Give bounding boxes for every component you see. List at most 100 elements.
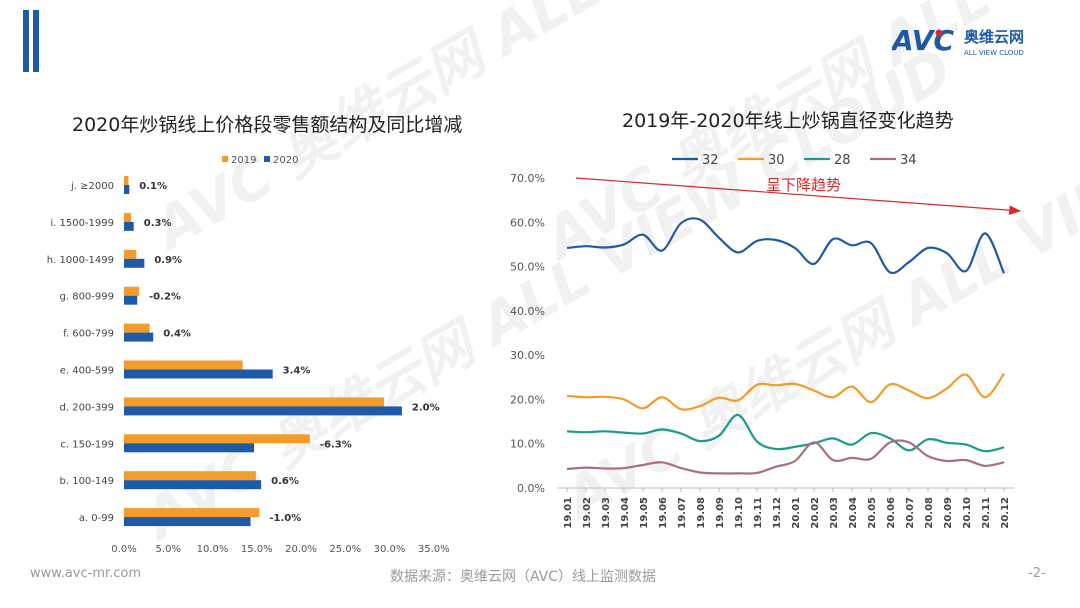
footer-website[interactable]: www.avc-mr.com (30, 566, 142, 581)
bar-category-label: d. 200-399 (60, 402, 115, 413)
line-x-tick: 20.03 (829, 497, 840, 529)
line-x-tick: 19.10 (734, 497, 745, 529)
line-x-tick: 20.10 (962, 497, 973, 529)
bar-2019-6 (124, 397, 385, 407)
line-x-tick: 19.05 (639, 497, 650, 529)
line-x-tick: 20.12 (1000, 497, 1011, 529)
bar-2019-7 (124, 434, 310, 444)
logo-en: ALL VIEW CLOUD (964, 49, 1024, 57)
line-chart: 32 30 28 34 0.0% 10.0% 20.0% 30.0% 40.0% 50.0% 60… (510, 153, 1022, 529)
bar-data-label: 0.4% (163, 329, 191, 340)
line-x-tick: 19.02 (582, 497, 593, 529)
line-x-tick: 20.08 (924, 497, 935, 529)
line-x-tick: 19.04 (620, 497, 631, 529)
bar-category-label: g. 800-999 (60, 292, 115, 303)
bar-2019-4 (124, 323, 150, 333)
line-x-tick: 19.12 (772, 497, 783, 529)
line-x-tick: 20.06 (886, 497, 897, 529)
line-x-tick: 19.03 (601, 497, 612, 529)
line-legend-label-34: 34 (900, 153, 917, 168)
line-series-34 (566, 439, 1005, 475)
bar-2020-0 (124, 185, 130, 194)
bar-2020-9 (124, 517, 251, 527)
bar-x-tick: 20.0% (285, 544, 317, 555)
bar-data-label: -0.2% (149, 292, 181, 303)
left-chart-title: 2020年炒锅线上价格段零售额结构及同比增减 (72, 114, 463, 136)
page-number: -2- (1028, 566, 1046, 581)
bar-2020-8 (124, 480, 262, 490)
line-y-tick: 20.0% (510, 393, 545, 406)
bar-x-tick: 35.0% (418, 544, 450, 555)
logo-text: AVC (892, 24, 954, 57)
line-y-tick: 10.0% (510, 438, 545, 451)
bar-category-label: h. 1000-1499 (47, 255, 114, 266)
bar-category-label: b. 100-149 (60, 476, 115, 487)
logo-dot (935, 29, 943, 37)
bar-2020-2 (124, 258, 145, 268)
line-series-32 (566, 217, 1006, 275)
footer-source: 数据来源：奥维云网（AVC）线上监测数据 (390, 569, 657, 585)
line-x-tick: 19.08 (696, 497, 707, 529)
bar-2020-4 (124, 332, 154, 342)
line-y-tick: 0.0% (517, 482, 545, 495)
right-chart-title: 2019年-2020年线上炒锅直径变化趋势 (622, 110, 954, 132)
header-accent-bar-2 (33, 10, 39, 72)
line-x-tick: 20.01 (791, 497, 802, 529)
bar-category-label: i. 1500-1999 (50, 218, 114, 229)
bar-2019-0 (124, 176, 129, 185)
line-x-tick: 19.07 (677, 497, 688, 529)
bar-category-label: e. 400-599 (60, 366, 114, 377)
bar-x-tick: 0.0% (111, 544, 136, 555)
bar-x-tick: 30.0% (374, 544, 406, 555)
line-x-tick: 19.09 (715, 497, 726, 529)
line-legend-label-28: 28 (834, 153, 851, 168)
line-y-tick: 30.0% (510, 349, 545, 362)
bar-x-tick: 10.0% (197, 544, 229, 555)
line-x-tick: 20.05 (867, 497, 878, 529)
bar-data-label: 0.1% (139, 181, 167, 192)
bar-2019-1 (124, 212, 132, 222)
bar-legend-label-2019: 2019 (231, 155, 256, 166)
line-legend-label-32: 32 (702, 153, 719, 168)
header-accent-bar-1 (23, 10, 29, 72)
bar-2019-2 (124, 249, 137, 259)
bar-category-label: f. 600-799 (63, 329, 114, 340)
line-x-tick: 20.11 (981, 497, 992, 529)
trend-annotation: 呈下降趋势 (766, 176, 841, 194)
line-x-tick: 19.01 (563, 497, 574, 529)
bar-legend-label-2020: 2020 (273, 155, 298, 166)
logo-cn: 奥维云网 (964, 28, 1024, 46)
bar-data-label: 2.0% (412, 402, 440, 413)
bar-category-label: a. 0-99 (79, 513, 114, 524)
bar-2020-3 (124, 295, 138, 305)
line-x-tick: 20.02 (810, 497, 821, 529)
bar-2020-1 (124, 221, 134, 231)
avc-logo: AVC 奥维云网 ALL VIEW CLOUD (892, 24, 1024, 57)
bar-category-label: c. 150-199 (60, 439, 114, 450)
line-legend: 32 30 28 34 (672, 153, 917, 168)
bar-2019-5 (124, 360, 243, 370)
bar-2020-5 (124, 369, 273, 379)
line-x-tick: 20.09 (943, 497, 954, 529)
line-y-tick: 60.0% (510, 216, 545, 229)
line-legend-label-30: 30 (768, 153, 785, 168)
line-series-30 (566, 373, 1005, 411)
bar-data-label: 0.6% (271, 476, 299, 487)
bar-legend-swatch-2019 (222, 156, 228, 162)
line-x-tick: 19.06 (658, 497, 669, 529)
bar-2020-7 (124, 443, 255, 453)
bar-data-label: -1.0% (269, 513, 301, 524)
bar-data-label: 0.3% (144, 218, 172, 229)
line-x-tick: 20.04 (848, 497, 859, 529)
bar-data-label: 3.4% (283, 366, 311, 377)
bar-x-tick: 25.0% (329, 544, 361, 555)
bar-2019-3 (124, 286, 140, 296)
bar-legend: 2019 2020 (222, 155, 298, 166)
line-series-28 (566, 413, 1005, 453)
line-y-tick: 40.0% (510, 305, 545, 318)
bar-x-tick: 15.0% (241, 544, 273, 555)
line-y-tick: 50.0% (510, 261, 545, 274)
bar-category-label: j. ≥2000 (70, 181, 114, 192)
bar-2020-6 (124, 406, 402, 416)
